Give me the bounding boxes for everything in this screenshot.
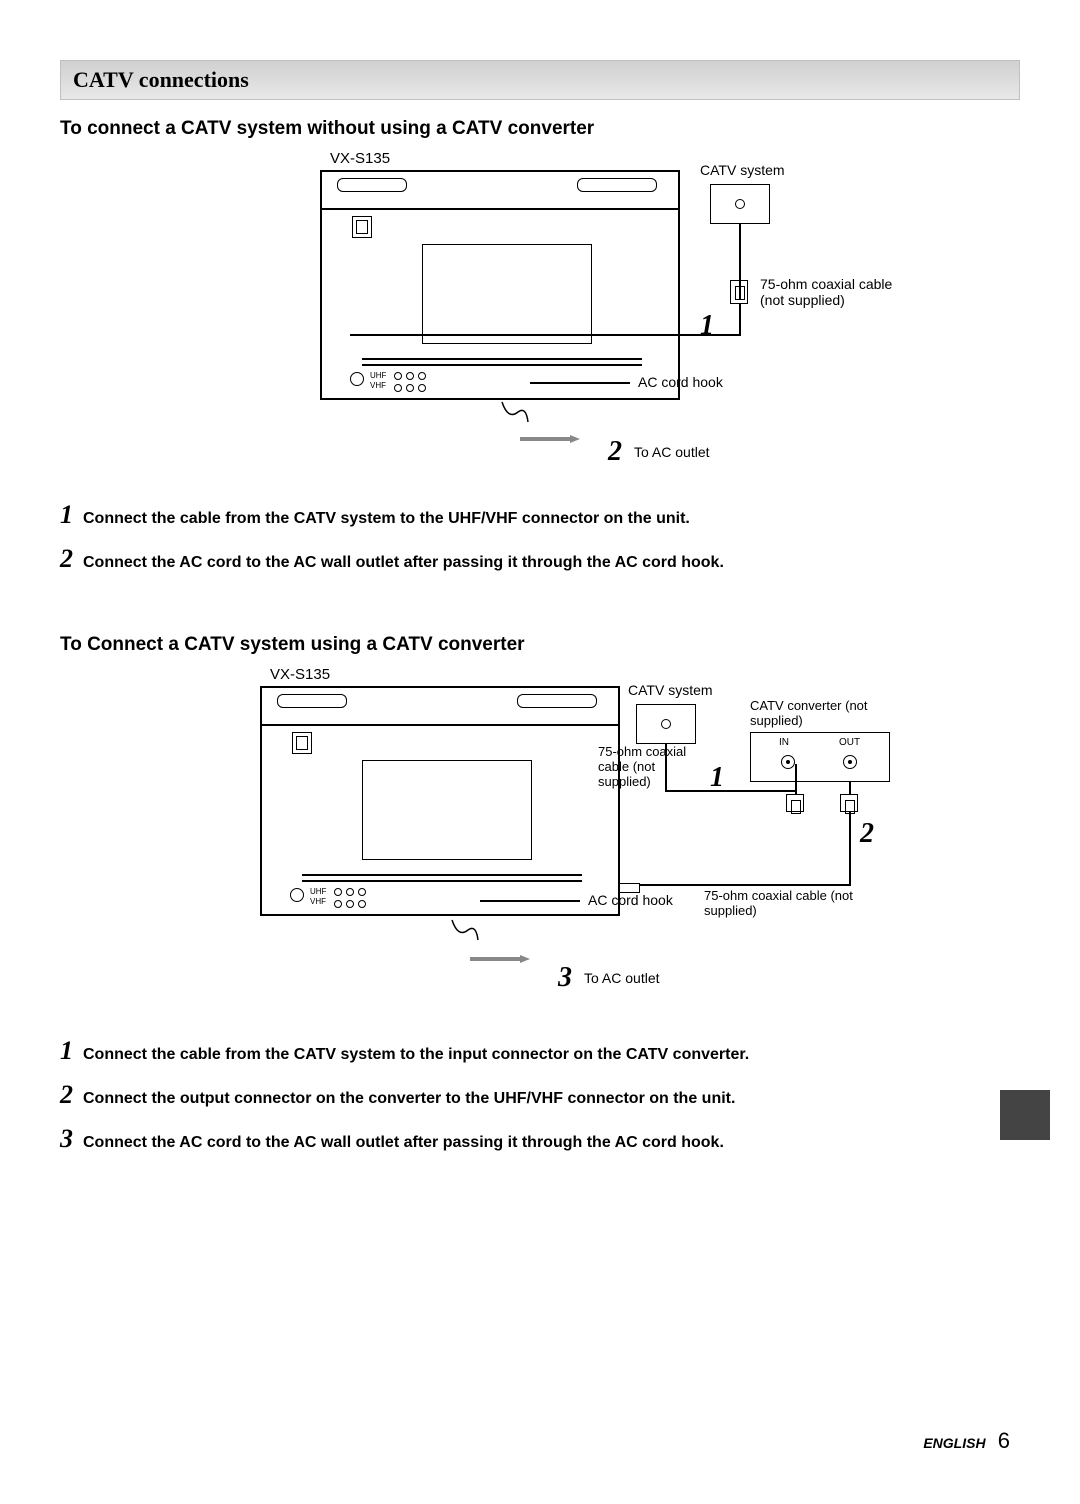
model-label: VX-S135 <box>330 150 390 167</box>
diagram2-step-2: 2 <box>860 818 874 850</box>
out-jack-icon <box>843 755 857 769</box>
step-text: Connect the cable from the CATV system t… <box>83 510 690 528</box>
arrow-icon <box>520 430 580 438</box>
step-number: 3 <box>60 1124 73 1154</box>
diagram-1: VX-S135 UHF VHF CATV system 75 <box>160 150 920 470</box>
step-text: Connect the output connector on the conv… <box>83 1090 735 1108</box>
catv-wall-outlet <box>710 184 770 224</box>
step-text: Connect the AC cord to the AC wall outle… <box>83 1134 724 1152</box>
diagram2-step-3: 3 <box>558 962 572 994</box>
section2-steps: 1 Connect the cable from the CATV system… <box>60 1036 1020 1154</box>
step-text: Connect the cable from the CATV system t… <box>83 1046 749 1064</box>
tv-unit: UHF VHF <box>320 170 680 400</box>
coax-plug-icon <box>730 280 748 304</box>
catv-system-label-2: CATV system <box>628 682 713 698</box>
footer-page-number: 6 <box>998 1428 1010 1453</box>
vhf-label-2: VHF <box>310 898 326 906</box>
arrow-icon-2 <box>470 950 530 958</box>
catv-wall-outlet-2 <box>636 704 696 744</box>
section2-heading: To Connect a CATV system using a CATV co… <box>60 634 1020 656</box>
step-number: 2 <box>60 544 73 574</box>
tv-unit-2: UHF VHF <box>260 686 620 916</box>
ac-cord-hook-icon <box>500 400 530 426</box>
coax1-label: 75-ohm coaxial cable (not supplied) <box>598 744 708 789</box>
vhf-label: VHF <box>370 382 386 390</box>
step-text: Connect the AC cord to the AC wall outle… <box>83 554 724 572</box>
coax-plug-icon-2 <box>786 794 804 812</box>
step-number: 2 <box>60 1080 73 1110</box>
footer-language: ENGLISH <box>923 1435 985 1451</box>
ac-hook-label: AC cord hook <box>638 374 723 390</box>
out-label: OUT <box>839 737 860 748</box>
ac-hook-label-2: AC cord hook <box>588 892 673 908</box>
to-ac-label-2: To AC outlet <box>584 970 660 986</box>
ac-cord-hook-icon-2 <box>450 918 480 944</box>
step-number: 1 <box>60 500 73 530</box>
diagram-step-2: 2 <box>608 436 622 468</box>
step-item: 1 Connect the cable from the CATV system… <box>60 500 1020 530</box>
step-item: 1 Connect the cable from the CATV system… <box>60 1036 1020 1066</box>
uhf-label: UHF <box>370 372 386 380</box>
in-label: IN <box>779 737 789 748</box>
section1-heading: To connect a CATV system without using a… <box>60 118 1020 140</box>
to-ac-label: To AC outlet <box>634 444 710 460</box>
in-jack-icon <box>781 755 795 769</box>
converter-label: CATV converter (not supplied) <box>750 698 900 728</box>
coax2-label: 75-ohm coaxial cable (not supplied) <box>704 888 874 918</box>
step-item: 3 Connect the AC cord to the AC wall out… <box>60 1124 1020 1154</box>
section-header: CATV connections <box>60 60 1020 100</box>
coax-label: 75-ohm coaxial cable (not supplied) <box>760 276 920 308</box>
catv-converter: IN OUT <box>750 732 890 782</box>
catv-system-label: CATV system <box>700 162 785 178</box>
step-item: 2 Connect the output connector on the co… <box>60 1080 1020 1110</box>
model-label-2: VX-S135 <box>270 666 330 683</box>
step-number: 1 <box>60 1036 73 1066</box>
step-item: 2 Connect the AC cord to the AC wall out… <box>60 544 1020 574</box>
page-tab <box>1000 1090 1050 1140</box>
diagram-step-1: 1 <box>700 310 714 342</box>
section1-steps: 1 Connect the cable from the CATV system… <box>60 500 1020 574</box>
coax-plug-icon-3 <box>840 794 858 812</box>
page-footer: ENGLISH 6 <box>923 1428 1010 1454</box>
uhf-label-2: UHF <box>310 888 326 896</box>
diagram-2: VX-S135 UHF VHF CATV system 75-ohm coaxi… <box>130 666 950 1006</box>
